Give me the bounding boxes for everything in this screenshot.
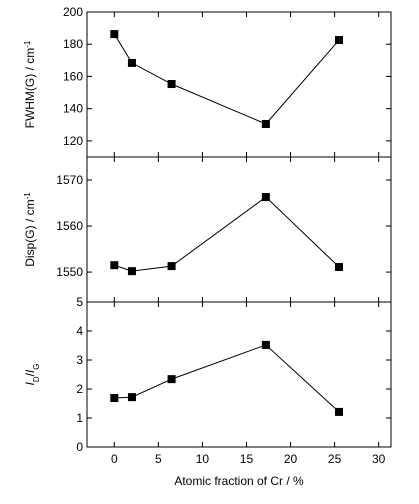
y-tick-label: 5 (76, 295, 83, 309)
y-tick-label: 3 (76, 353, 83, 367)
y-tick-label: 1550 (56, 265, 83, 279)
x-tick-label: 15 (240, 452, 254, 466)
data-point (261, 119, 270, 128)
y-axis-label: FWHM(G) / cm-1 (23, 40, 38, 128)
plot-frame (86, 156, 392, 303)
y-tick-label: 4 (76, 324, 83, 338)
plot-frame (86, 301, 392, 448)
y-axis-label-part: Disp(G) / cm (23, 199, 37, 266)
y-axis-label: ID/IG (23, 363, 41, 385)
series-line (113, 33, 340, 125)
data-point (261, 340, 270, 349)
x-tick-label: 30 (372, 452, 386, 466)
y-tick-label: 1560 (56, 219, 83, 233)
x-tick-label: 0 (111, 452, 118, 466)
y-axis-label-part: I (23, 382, 37, 386)
series-line (114, 196, 340, 272)
data-point (335, 36, 344, 45)
y-tick-label: 1570 (56, 173, 83, 187)
data-point (335, 263, 344, 272)
data-point (167, 262, 176, 271)
series-line (114, 344, 340, 413)
y-axis-label-part: / (23, 372, 37, 376)
data-point (261, 193, 270, 202)
y-tick-label: 160 (63, 69, 83, 83)
y-axis-label-part: I (23, 369, 37, 373)
x-tick-label: 20 (284, 452, 298, 466)
data-point (167, 375, 176, 384)
y-axis-label-part: FWHM(G) / cm (23, 48, 37, 129)
y-axis-label-part: G (32, 363, 41, 369)
y-axis-label-part: -1 (23, 40, 32, 48)
y-tick-label: 200 (63, 5, 83, 19)
y-tick-label: 180 (63, 37, 83, 51)
y-axis-label: Disp(G) / cm-1 (23, 192, 38, 267)
data-point (335, 407, 344, 416)
y-tick-label: 120 (63, 134, 83, 148)
data-point (127, 267, 136, 276)
x-axis-label: Atomic fraction of Cr / % (174, 474, 304, 488)
y-tick-label: 2 (76, 382, 83, 396)
plot-frame (86, 11, 392, 158)
y-tick-label: 1 (76, 411, 83, 425)
data-point (110, 393, 119, 402)
data-point (127, 393, 136, 402)
x-tick-label: 10 (196, 452, 210, 466)
data-point (167, 80, 176, 89)
y-tick-label: 0 (76, 440, 83, 454)
x-tick-label: 25 (328, 452, 342, 466)
data-point (110, 30, 119, 39)
data-point (110, 261, 119, 270)
y-axis-label-part: -1 (23, 192, 32, 200)
data-point (127, 58, 136, 67)
x-tick-label: 5 (155, 452, 162, 466)
y-tick-label: 140 (63, 102, 83, 116)
y-axis-label-part: D (32, 376, 41, 382)
